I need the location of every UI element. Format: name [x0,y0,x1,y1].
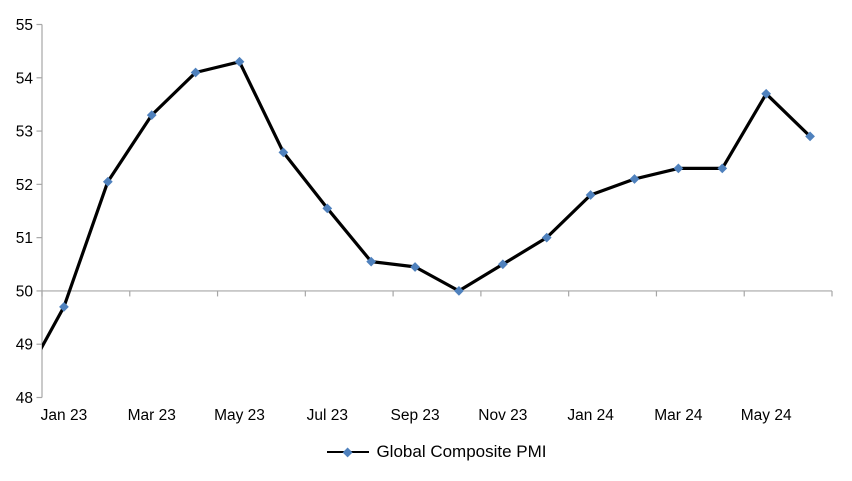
svg-text:Jul 23: Jul 23 [307,407,348,424]
svg-text:Nov 23: Nov 23 [478,407,527,424]
svg-text:Jan 24: Jan 24 [567,407,614,424]
svg-text:Sep 23: Sep 23 [390,407,439,424]
svg-text:Mar 24: Mar 24 [654,407,703,424]
svg-text:Mar 23: Mar 23 [128,407,176,424]
svg-text:53: 53 [16,124,33,141]
svg-text:Jan 23: Jan 23 [41,407,88,424]
svg-text:May 24: May 24 [741,407,792,424]
svg-text:49: 49 [16,337,33,354]
svg-text:52: 52 [16,177,33,194]
legend: Global Composite PMI [42,441,832,463]
diamond-marker-icon [342,447,354,458]
legend-label: Global Composite PMI [376,442,547,461]
svg-text:50: 50 [16,283,34,300]
legend-line-sample [327,446,370,458]
svg-text:51: 51 [16,230,33,247]
svg-text:54: 54 [16,70,34,87]
svg-text:55: 55 [16,17,33,34]
svg-text:48: 48 [16,390,33,407]
svg-text:May 23: May 23 [214,407,265,424]
